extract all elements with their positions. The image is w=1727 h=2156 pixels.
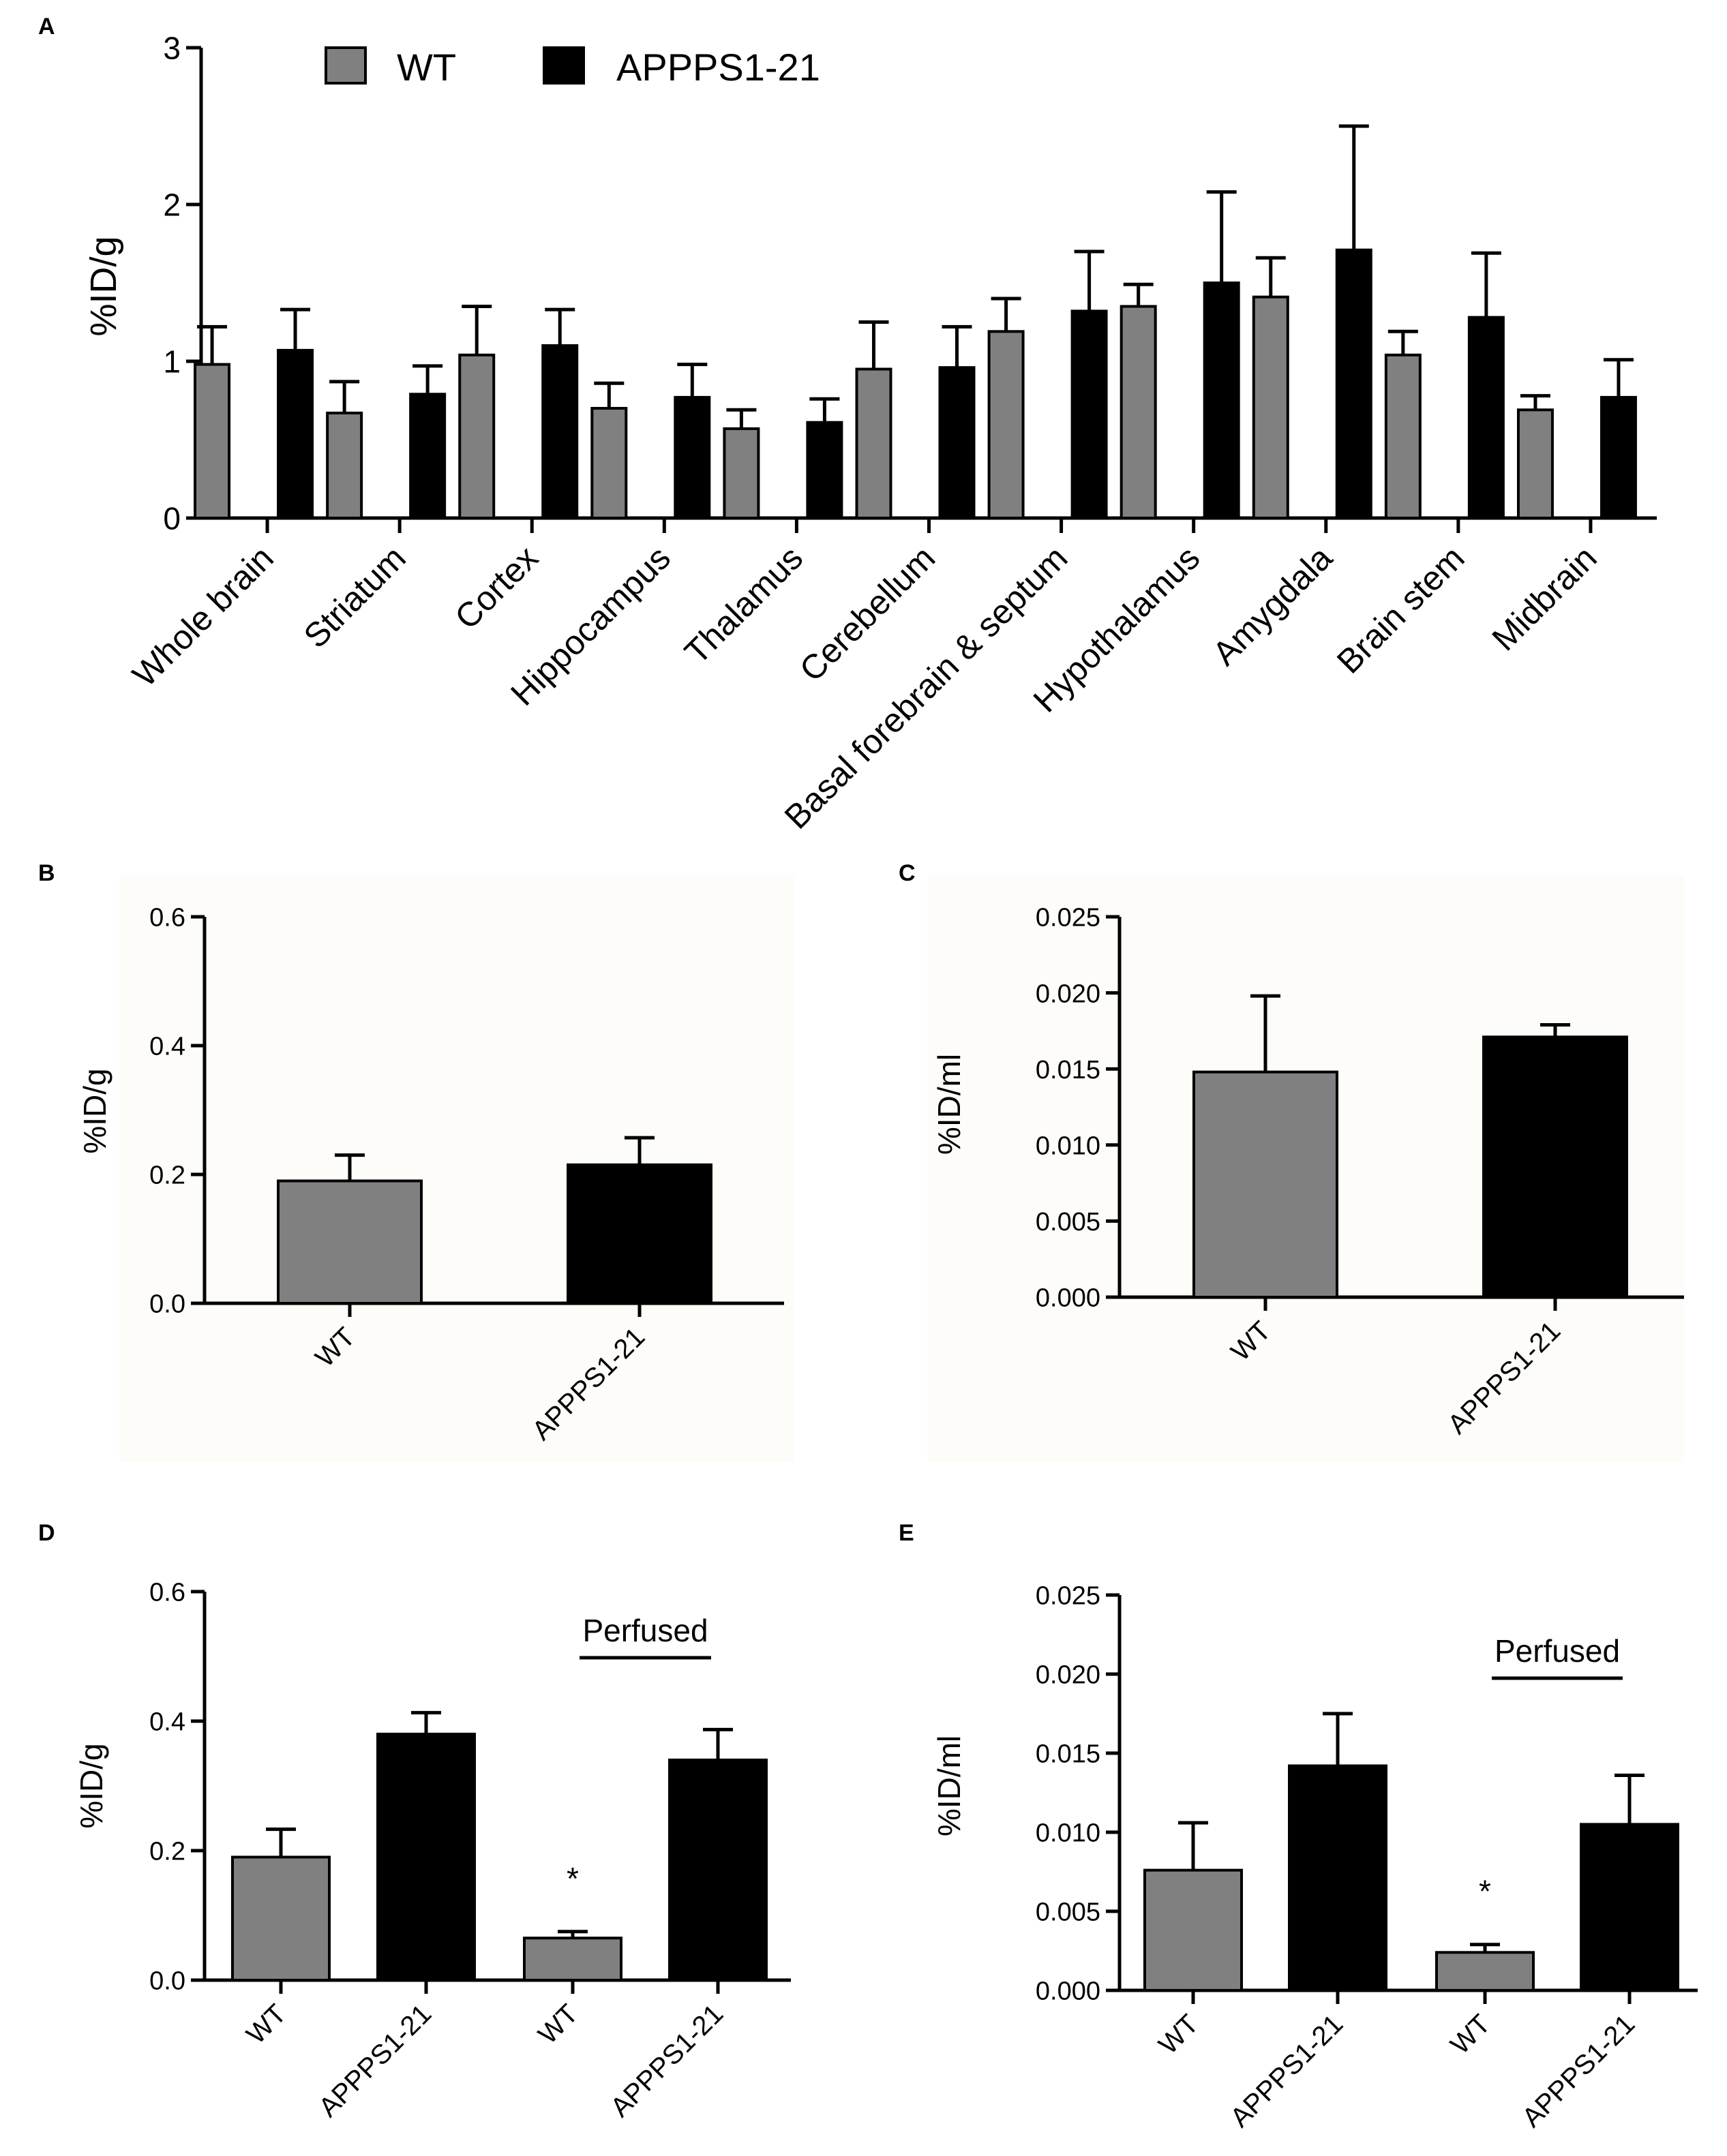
- legend-swatch-appps1-21: [543, 46, 585, 85]
- panel-d-category-label-1: WT: [241, 1999, 292, 2050]
- panel-a-wt-hypothalamus-bar: [1120, 305, 1157, 519]
- panel-label-a: A: [38, 14, 55, 40]
- panel-d-y-tick-label: 0.6: [149, 1579, 185, 1607]
- panel-a-bar-chart: A %ID/g WT APPPS1-21 0 1 2 3 Whole brain Stri…: [38, 14, 1657, 836]
- panel-a-wt-midbrain-bar: [1516, 408, 1554, 519]
- panel-c-wt-bar: [1192, 1070, 1338, 1299]
- panel-a-wt-whole-brain-bar: [194, 363, 231, 519]
- panel-a-wt-striatum-bar: [326, 411, 363, 520]
- panel-c-appps1-21-bar: [1482, 1035, 1628, 1299]
- panel-e-category-label-4: APPPS1-21: [1516, 2009, 1640, 2133]
- panel-a-wt-basal-forebrain-septum-bar: [987, 330, 1025, 519]
- panel-a-wt-thalamus-bar: [723, 427, 760, 520]
- panel-a-category-label-brain-stem: Brain stem: [1330, 538, 1472, 681]
- panel-a-appps1-21-hypothalamus-bar: [1203, 282, 1240, 519]
- panel-d-bar-chart: D %ID/g 0.0 0.2 0.4 0.6 WT APPPS1-21 WT APPPS1-…: [38, 1520, 791, 2123]
- panel-label-c: C: [899, 860, 916, 886]
- panel-a-category-label-striatum: Striatum: [297, 538, 413, 655]
- panel-e-y-tick-label: 0.015: [1036, 1740, 1100, 1769]
- panel-d-y-axis-label: %ID/g: [74, 1743, 109, 1828]
- panel-e-y-tick-label: 0.020: [1036, 1661, 1100, 1690]
- panel-a-y-tick-label: 3: [163, 31, 181, 66]
- panel-d-category-label-3: WT: [532, 1999, 584, 2050]
- panel-a-appps1-21-midbrain-bar: [1600, 395, 1637, 520]
- panel-a-category-label-basal-forebrain-septum: Basal forebrain & septum: [777, 538, 1075, 836]
- panel-b-y-tick-label: 0.6: [149, 904, 185, 932]
- panel-d-category-label-4: APPPS1-21: [605, 1999, 729, 2123]
- panel-a-appps1-21-hippocampus-bar: [674, 395, 711, 520]
- panel-a-y-tick-label: 0: [163, 501, 181, 536]
- panel-a-y-axis-label: %ID/g: [83, 236, 124, 336]
- panel-a-y-tick-label: 2: [163, 187, 181, 223]
- panel-e-perfused-label: Perfused: [1495, 1633, 1620, 1669]
- panel-c-y-tick-label: 0.015: [1036, 1056, 1100, 1084]
- panel-a-wt-cortex-bar: [458, 353, 496, 519]
- panel-a-wt-hippocampus-bar: [590, 407, 628, 519]
- panel-e-appps1-21-2-bar: [1288, 1764, 1387, 1992]
- panel-b-y-tick-label: 0.2: [149, 1161, 185, 1190]
- panel-a-category-label-midbrain: Midbrain: [1485, 538, 1604, 658]
- panel-a-category-label-amygdala: Amygdala: [1205, 538, 1340, 673]
- panel-d-y-tick-label: 0.0: [149, 1967, 185, 1996]
- panel-d-appps1-21-4-bar: [668, 1759, 768, 1982]
- legend-swatch-wt: [325, 46, 367, 85]
- panel-a-appps1-21-brain-stem-bar: [1467, 316, 1505, 519]
- panel-b-y-axis-label: %ID/g: [77, 1068, 112, 1153]
- panel-e-y-tick-label: 0.000: [1036, 1977, 1100, 2006]
- panel-d-wt-1-bar: [231, 1855, 331, 1982]
- panel-e-y-axis-label: %ID/ml: [931, 1735, 967, 1836]
- panel-b-bar-chart: B %ID/g 0.00.20.40.6WT APPPS1-21: [38, 860, 794, 1462]
- panel-label-b: B: [38, 860, 55, 886]
- panel-e-y-tick-label: 0.005: [1036, 1898, 1100, 1927]
- panel-d-category-label-2: APPPS1-21: [313, 1999, 437, 2123]
- panel-d-y-tick-label: 0.4: [149, 1708, 185, 1737]
- panel-d-wt-3-bar: [523, 1937, 622, 1982]
- panel-e-wt-1-bar: [1143, 1868, 1243, 1992]
- panel-e-y-tick-label: 0.010: [1036, 1819, 1100, 1848]
- panel-a-appps1-21-thalamus-bar: [806, 421, 843, 520]
- panel-a-category-label-cortex: Cortex: [447, 538, 545, 637]
- panel-e-bar-chart: E %ID/ml 0.000 0.005 0.010 0.015 0.020 0.025 W…: [899, 1520, 1698, 2133]
- panel-d-y-tick-label: 0.2: [149, 1838, 185, 1866]
- panel-a-appps1-21-cortex-bar: [541, 344, 579, 519]
- panel-c-y-tick-label: 0.025: [1036, 904, 1100, 932]
- panel-label-d: D: [38, 1520, 55, 1546]
- panel-c-y-tick-label: 0.005: [1036, 1208, 1100, 1236]
- panel-a-appps1-21-striatum-bar: [409, 393, 447, 519]
- panel-e-appps1-21-4-bar: [1580, 1823, 1679, 1992]
- panel-d-significance-marker: *: [567, 1861, 579, 1896]
- panel-a-appps1-21-whole-brain-bar: [277, 348, 314, 520]
- legend-label-wt: WT: [397, 46, 456, 89]
- panel-b-y-tick-label: 0.0: [149, 1290, 185, 1319]
- panel-b-y-tick-label: 0.4: [149, 1033, 185, 1061]
- panel-c-y-tick-label: 0.000: [1036, 1284, 1100, 1313]
- panel-e-category-label-1: WT: [1153, 2009, 1204, 2060]
- panel-c-y-axis-label: %ID/ml: [931, 1054, 967, 1155]
- legend-label-appps1-21: APPPS1-21: [616, 46, 820, 89]
- panel-d-appps1-21-2-bar: [376, 1733, 476, 1982]
- panel-c-y-tick-label: 0.020: [1036, 980, 1100, 1008]
- panel-e-category-label-2: APPPS1-21: [1225, 2009, 1349, 2133]
- panel-a-legend: WT APPPS1-21: [325, 46, 820, 89]
- panel-b-wt-bar: [277, 1179, 423, 1305]
- panel-b-appps1-21-bar: [567, 1163, 712, 1305]
- panel-e-wt-3-bar: [1435, 1951, 1535, 1992]
- panel-c-y-tick-label: 0.010: [1036, 1132, 1100, 1160]
- panel-a-wt-brain-stem-bar: [1384, 353, 1422, 519]
- panel-a-appps1-21-cerebellum-bar: [938, 366, 976, 520]
- panel-a-appps1-21-basal-forebrain-septum-bar: [1070, 309, 1108, 519]
- panel-label-e: E: [899, 1520, 914, 1546]
- panel-a-y-tick-label: 1: [163, 344, 181, 380]
- panel-c-bar-chart: C %ID/ml 0.0000.0050.0100.0150.0200.025W…: [899, 860, 1684, 1462]
- panel-a-appps1-21-amygdala-bar: [1335, 248, 1372, 519]
- panel-a-wt-amygdala-bar: [1252, 295, 1289, 519]
- panel-a-wt-cerebellum-bar: [855, 367, 892, 519]
- panel-e-category-label-3: WT: [1445, 2009, 1496, 2060]
- panel-a-category-label-whole-brain: Whole brain: [125, 538, 281, 694]
- panel-e-significance-marker: *: [1479, 1874, 1491, 1909]
- panel-a-category-label-thalamus: Thalamus: [677, 538, 810, 671]
- panel-e-y-tick-label: 0.025: [1036, 1582, 1100, 1611]
- panel-d-perfused-label: Perfused: [582, 1613, 708, 1648]
